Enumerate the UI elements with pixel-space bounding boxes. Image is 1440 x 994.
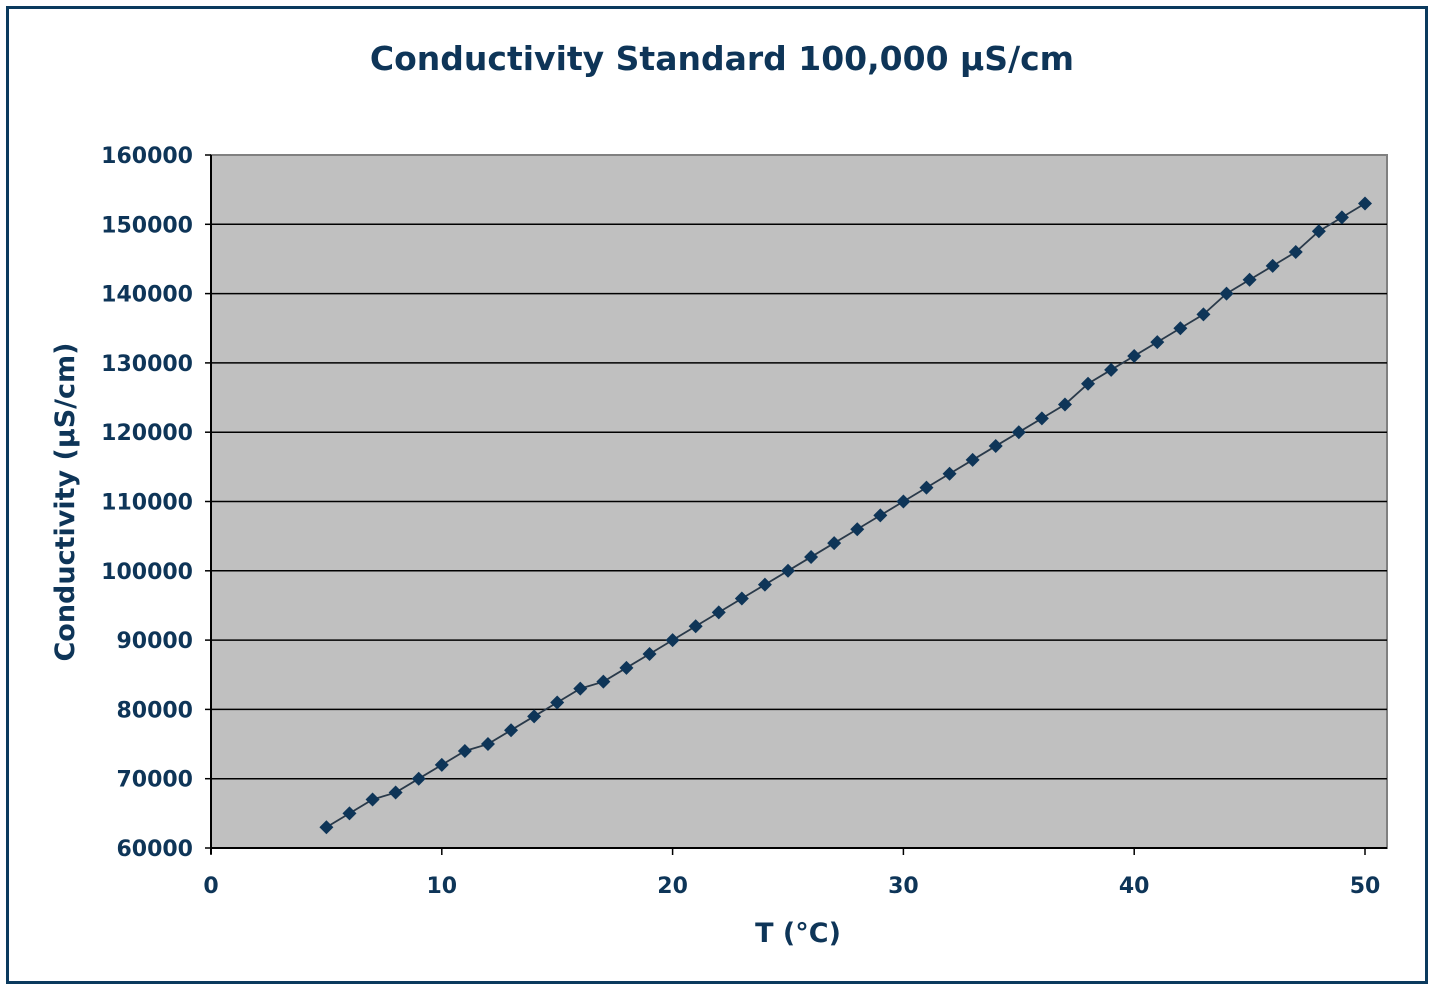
data-point [1127,348,1142,363]
data-point [1358,196,1372,211]
data-point [1081,376,1096,391]
data-point [665,633,680,648]
data-point [388,785,403,800]
y-tick-label: 140000 [101,283,193,308]
data-point [711,605,726,620]
data-point [1104,362,1119,377]
data-point [873,508,888,523]
x-tick-label: 10 [426,874,457,899]
data-point [1219,286,1234,301]
data-point [988,439,1003,454]
data-point [319,820,334,835]
y-tick-label: 110000 [101,491,193,516]
x-axis-label: T (°C) [755,918,841,949]
data-point [504,723,519,738]
data-point [1334,210,1349,225]
data-point [688,619,703,634]
data-point [1011,425,1026,440]
y-tick-label: 70000 [116,768,193,793]
data-point [642,646,657,661]
data-point [942,466,957,481]
data-point [365,792,380,807]
data-point [434,757,449,772]
y-tick-label: 160000 [101,144,193,169]
data-point [919,480,934,495]
y-tick-label: 130000 [101,352,193,377]
data-point [1242,272,1257,287]
series-line [325,202,1366,828]
data-point [619,660,634,675]
y-tick-label: 80000 [116,698,193,723]
y-tick-label: 60000 [116,837,193,862]
data-point [573,681,588,696]
y-tick-label: 90000 [116,629,193,654]
y-tick-label: 120000 [101,421,193,446]
data-point [1265,258,1280,273]
data-point [411,771,426,786]
x-tick-label: 30 [888,874,919,899]
data-point [1196,307,1211,322]
data-point [1057,397,1072,412]
y-tick-label: 100000 [101,560,193,585]
x-tick-label: 20 [657,874,688,899]
data-point [804,549,819,564]
data-point [965,452,980,467]
y-tick-label: 150000 [101,213,193,238]
data-point [480,737,495,752]
data-point [550,695,565,710]
data-point [896,494,911,509]
data-point [1034,411,1049,426]
data-point [1173,321,1188,336]
data-point [527,709,542,724]
data-point [342,806,357,821]
data-point [757,577,772,592]
data-point [1288,245,1303,260]
data-point [596,674,611,689]
x-tick-label: 40 [1119,874,1150,899]
data-point [1311,224,1326,239]
data-point [734,591,749,606]
x-tick-label: 0 [203,874,218,899]
data-point [827,536,842,551]
data-point [850,522,865,537]
data-point [457,743,472,758]
data-point [1150,335,1165,350]
data-point [781,563,795,578]
x-tick-label: 50 [1350,874,1381,899]
chart-title: Conductivity Standard 100,000 µS/cm [370,39,1074,78]
y-axis-label: Conductivity (µS/cm) [50,342,81,661]
